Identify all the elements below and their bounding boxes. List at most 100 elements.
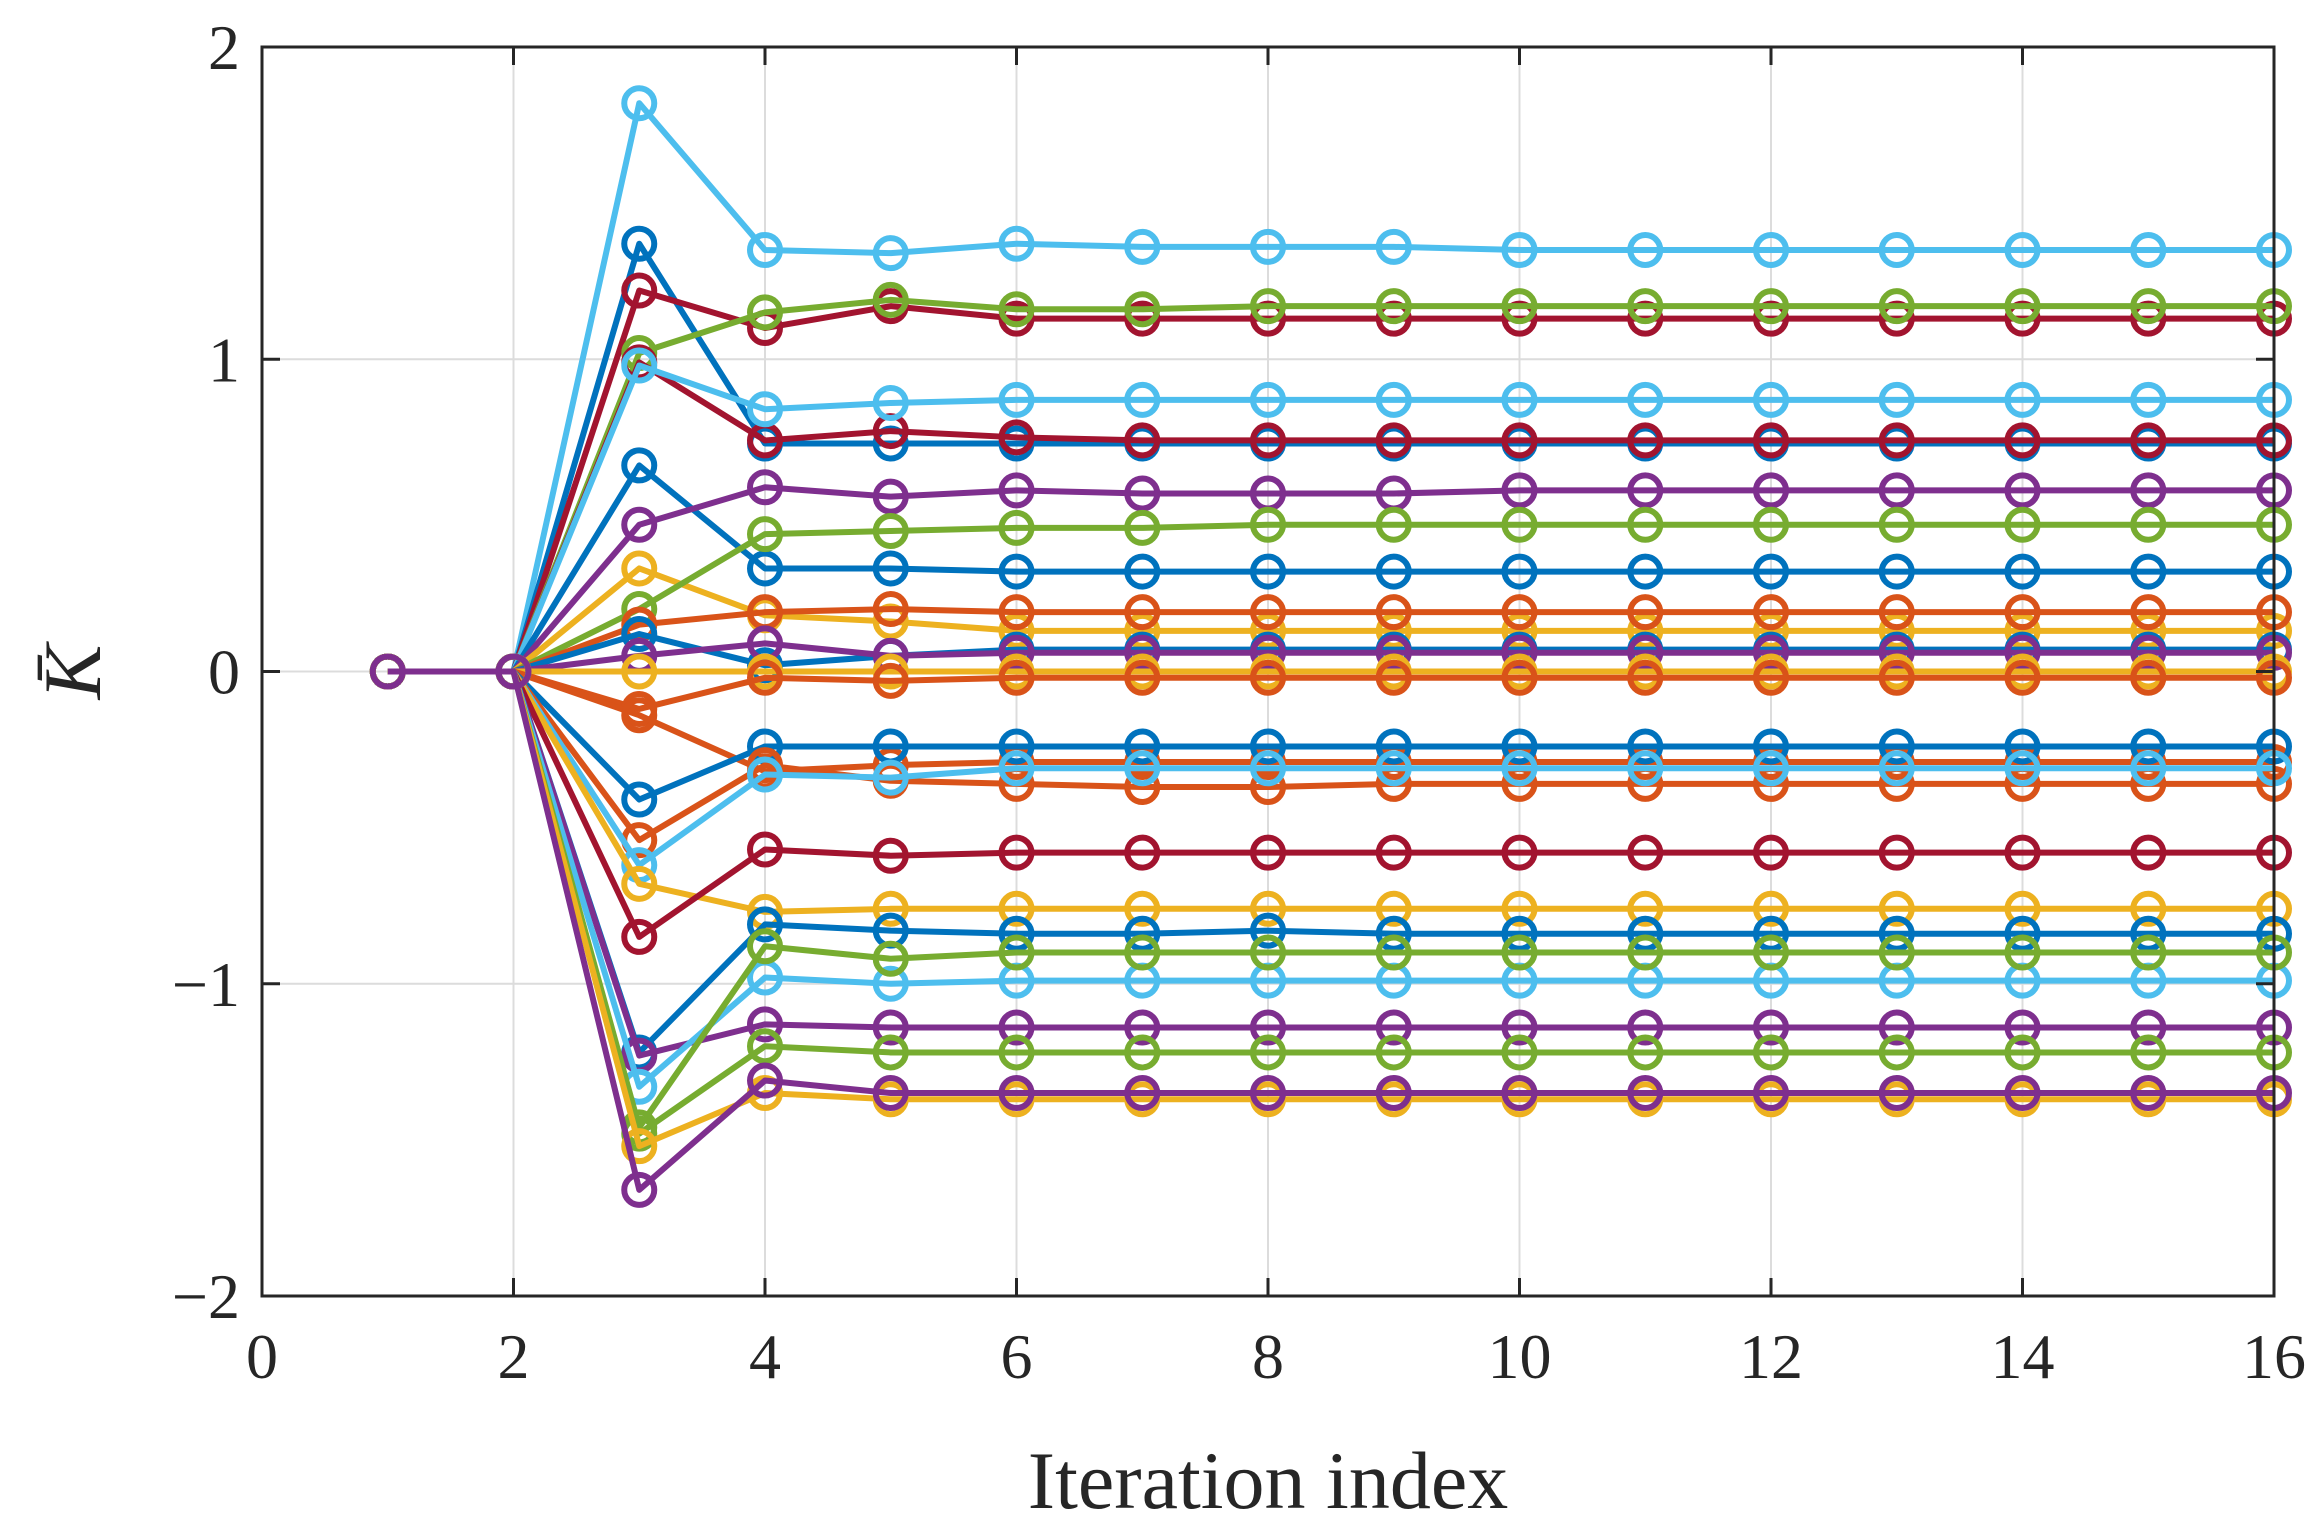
data-point [2004, 1075, 2041, 1112]
data-point [1375, 288, 1412, 325]
data-point [1124, 769, 1161, 806]
data-point [1753, 934, 1789, 971]
series-line [387, 668, 2274, 1056]
data-point [1878, 890, 1915, 927]
data-point [1124, 1034, 1161, 1071]
x-tick-label: 2 [498, 1321, 530, 1392]
data-point [1124, 509, 1161, 546]
data-point [1250, 228, 1286, 265]
series-line [387, 240, 2274, 675]
series-s28 [369, 653, 2292, 1208]
data-point [1375, 422, 1412, 459]
data-point [747, 831, 783, 868]
x-tick-label: 6 [1001, 1321, 1033, 1392]
data-point [1878, 750, 1915, 787]
data-point [998, 553, 1035, 590]
data-point [2004, 659, 2041, 696]
data-point [1753, 612, 1789, 649]
data-point [1878, 728, 1915, 765]
data-point [1878, 288, 1915, 325]
data-point [1501, 1075, 1538, 1112]
series-s21 [369, 653, 2292, 955]
data-point [1375, 612, 1412, 649]
data-point [1878, 422, 1915, 459]
data-point [621, 85, 658, 122]
data-point [1375, 553, 1412, 590]
data-point [2130, 834, 2167, 871]
data-point [872, 591, 909, 628]
data-point [1124, 291, 1161, 328]
data-point [1753, 1075, 1789, 1112]
data-point [1753, 231, 1789, 268]
data-point [1627, 890, 1664, 927]
data-point [1250, 506, 1286, 543]
series-line [387, 668, 2274, 940]
y-tick-label: −2 [172, 1261, 240, 1332]
data-point [2130, 659, 2167, 696]
series-line [387, 287, 2274, 675]
data-point [1627, 381, 1664, 418]
data-point [1878, 553, 1915, 590]
data-point [2004, 472, 2041, 509]
data-point [1627, 750, 1664, 787]
data-point [872, 478, 909, 515]
series-line [387, 565, 2274, 675]
data-point [998, 291, 1035, 328]
data-point [2130, 288, 2167, 325]
data-point [1250, 769, 1286, 806]
series-s06 [369, 347, 2292, 690]
series-line [387, 521, 2274, 675]
data-point [1627, 288, 1664, 325]
data-point [998, 890, 1035, 927]
data-point [1627, 728, 1664, 765]
data-point [872, 235, 909, 272]
data-point [1753, 553, 1789, 590]
data-point [1753, 659, 1789, 696]
data-point [1124, 553, 1161, 590]
data-point [998, 934, 1035, 971]
data-point [1753, 472, 1789, 509]
data-point [621, 1128, 658, 1165]
data-point [872, 890, 909, 927]
data-point [998, 750, 1035, 787]
data-point [2004, 553, 2041, 590]
data-point [2130, 750, 2167, 787]
data-point [998, 225, 1035, 262]
data-point [2130, 506, 2167, 543]
data-point [1124, 634, 1161, 671]
data-point [998, 1009, 1035, 1046]
series-line [387, 668, 2274, 1131]
data-point [2130, 422, 2167, 459]
data-point [872, 281, 909, 318]
data-point [1250, 912, 1286, 949]
data-point [872, 837, 909, 874]
data-point [1753, 594, 1789, 631]
data-point [621, 225, 658, 262]
data-point [2130, 634, 2167, 671]
data-point [1375, 506, 1412, 543]
data-point [1375, 381, 1412, 418]
data-point [1375, 1034, 1412, 1071]
data-point [1501, 231, 1538, 268]
data-point [998, 834, 1035, 871]
data-point [1627, 659, 1664, 696]
data-point [2130, 553, 2167, 590]
data-point [1124, 228, 1161, 265]
data-point [2004, 1034, 2041, 1071]
series-line [387, 640, 2274, 675]
data-point [1250, 553, 1286, 590]
data-point [1124, 1009, 1161, 1046]
data-point [621, 506, 658, 543]
series-line [387, 668, 2274, 844]
data-point [1250, 381, 1286, 418]
data-point [1878, 612, 1915, 649]
data-point [998, 1034, 1035, 1071]
data-point [998, 509, 1035, 546]
data-point [2004, 1009, 2041, 1046]
data-point [621, 653, 658, 690]
data-point [2130, 381, 2167, 418]
data-point [998, 1075, 1035, 1112]
series-line [387, 668, 2274, 1193]
data-point [495, 653, 532, 690]
